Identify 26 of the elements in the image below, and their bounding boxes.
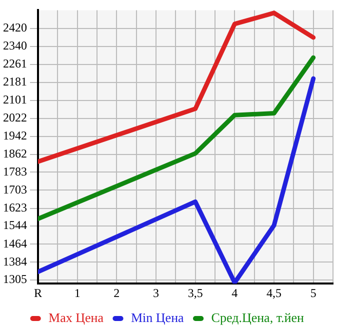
x-tick-label: R (34, 286, 42, 300)
y-tick-label: 2340 (3, 38, 27, 53)
x-tick-label: 1 (74, 286, 80, 300)
y-tick-label: 1544 (3, 218, 27, 232)
x-tick-label: 2 (114, 286, 120, 300)
y-tick-label: 1384 (3, 254, 27, 268)
y-tick-label: 1305 (3, 272, 27, 286)
y-tick-label: 1703 (3, 182, 27, 196)
y-tick-label: 1862 (3, 146, 27, 160)
y-tick-label: 1623 (3, 200, 27, 214)
y-tick-label: 2261 (3, 56, 27, 70)
legend-label: Сред.Цена, т.йен (211, 310, 304, 325)
y-tick-label: 2181 (3, 74, 27, 89)
y-tick-label: 2022 (3, 110, 27, 124)
x-tick-label: 3 (153, 286, 159, 300)
y-tick-label: 1942 (3, 128, 27, 142)
legend-label: Min Цена (131, 310, 184, 325)
y-tick-label: 2101 (3, 92, 27, 107)
y-tick-label: 1783 (3, 164, 27, 178)
x-tick-label: 4,5 (266, 286, 282, 300)
x-tick-label: 5 (310, 286, 316, 300)
legend-label: Max Цена (48, 310, 104, 325)
x-tick-label: 4 (232, 286, 238, 300)
x-tick-label: 3,5 (188, 286, 203, 300)
y-tick-label: 1464 (3, 236, 27, 250)
y-tick-label: 2420 (3, 20, 27, 35)
